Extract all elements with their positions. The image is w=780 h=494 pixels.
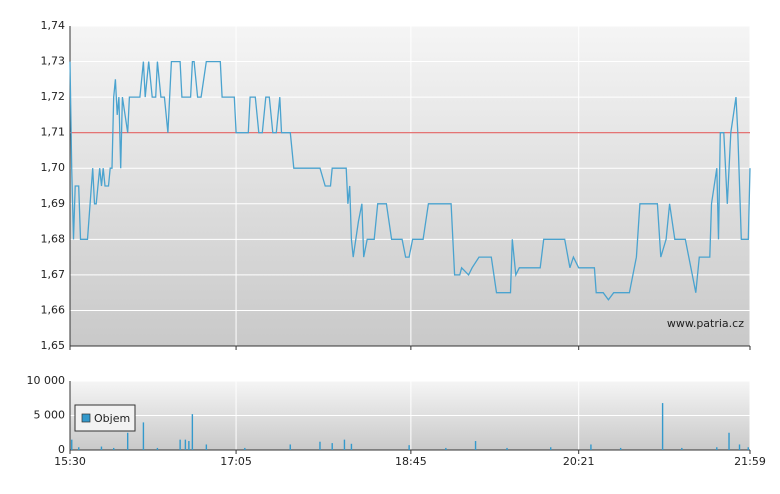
- volume-bar: [113, 447, 115, 450]
- x-tick-label: 15:30: [54, 455, 86, 468]
- y-tick-label: 0: [58, 443, 65, 456]
- volume-bar: [244, 447, 246, 450]
- y-tick-label: 1,74: [41, 19, 66, 32]
- volume-bar: [716, 447, 718, 450]
- y-tick-label: 1,67: [41, 268, 66, 281]
- volume-bar: [445, 447, 447, 450]
- volume-bar: [71, 439, 73, 450]
- y-tick-label: 5 000: [34, 409, 66, 422]
- volume-bar: [156, 447, 159, 450]
- legend-label: Objem: [94, 412, 130, 425]
- volume-bar: [681, 447, 683, 450]
- y-tick-label: 1,71: [41, 126, 66, 139]
- volume-bar: [661, 403, 664, 450]
- volume-bar: [191, 414, 194, 450]
- volume-bar: [506, 447, 508, 450]
- volume-bar: [474, 441, 477, 450]
- volume-bar: [619, 447, 622, 450]
- y-tick-label: 1,73: [41, 55, 66, 68]
- x-tick-label: 21:59: [734, 455, 766, 468]
- volume-bar: [319, 441, 321, 450]
- y-tick-label: 1,72: [41, 90, 66, 103]
- volume-bar: [728, 432, 730, 450]
- plot-background: [70, 26, 750, 346]
- legend-swatch: [81, 413, 91, 423]
- volume-bar: [126, 432, 129, 450]
- price-line: [69, 60, 751, 301]
- volume-bar: [747, 447, 749, 450]
- volume-bar: [590, 444, 592, 450]
- volume-bar: [738, 444, 741, 450]
- volume-bar: [142, 422, 145, 450]
- watermark: www.patria.cz: [667, 317, 744, 330]
- volume-bar: [179, 439, 181, 450]
- volume-bar: [408, 445, 410, 450]
- y-tick-label: 1,66: [41, 303, 66, 316]
- volume-bar: [78, 447, 80, 450]
- volume-bar: [188, 441, 190, 450]
- volume-bar: [343, 439, 346, 450]
- volume-bar: [331, 443, 333, 450]
- volume-bar: [184, 439, 187, 450]
- y-tick-label: 1,68: [41, 232, 66, 245]
- y-tick-label: 1,65: [41, 339, 66, 352]
- y-tick-label: 10 000: [27, 374, 66, 387]
- volume-bar: [550, 447, 552, 450]
- y-tick-label: 1,70: [41, 161, 66, 174]
- x-tick-label: 20:21: [563, 455, 595, 468]
- x-tick-label: 17:05: [220, 455, 252, 468]
- volume-bar: [205, 444, 208, 450]
- y-tick-label: 1,69: [41, 197, 66, 210]
- volume-bar: [100, 446, 103, 450]
- volume-bar: [350, 443, 353, 450]
- volume-bar: [289, 444, 291, 450]
- x-tick-label: 18:45: [395, 455, 427, 468]
